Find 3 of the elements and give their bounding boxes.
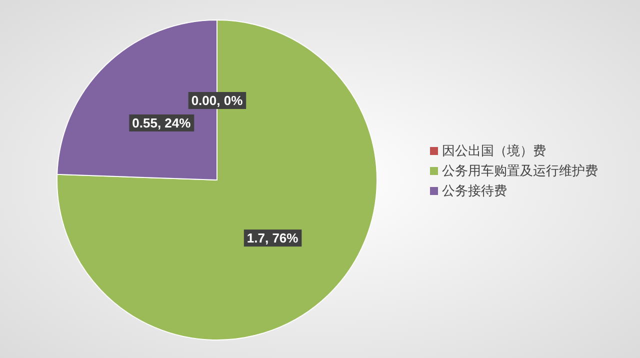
- data-label: 1.7, 76%: [246, 230, 299, 246]
- legend-label: 公务接待费: [442, 183, 507, 198]
- data-label: 0.55, 24%: [132, 115, 192, 130]
